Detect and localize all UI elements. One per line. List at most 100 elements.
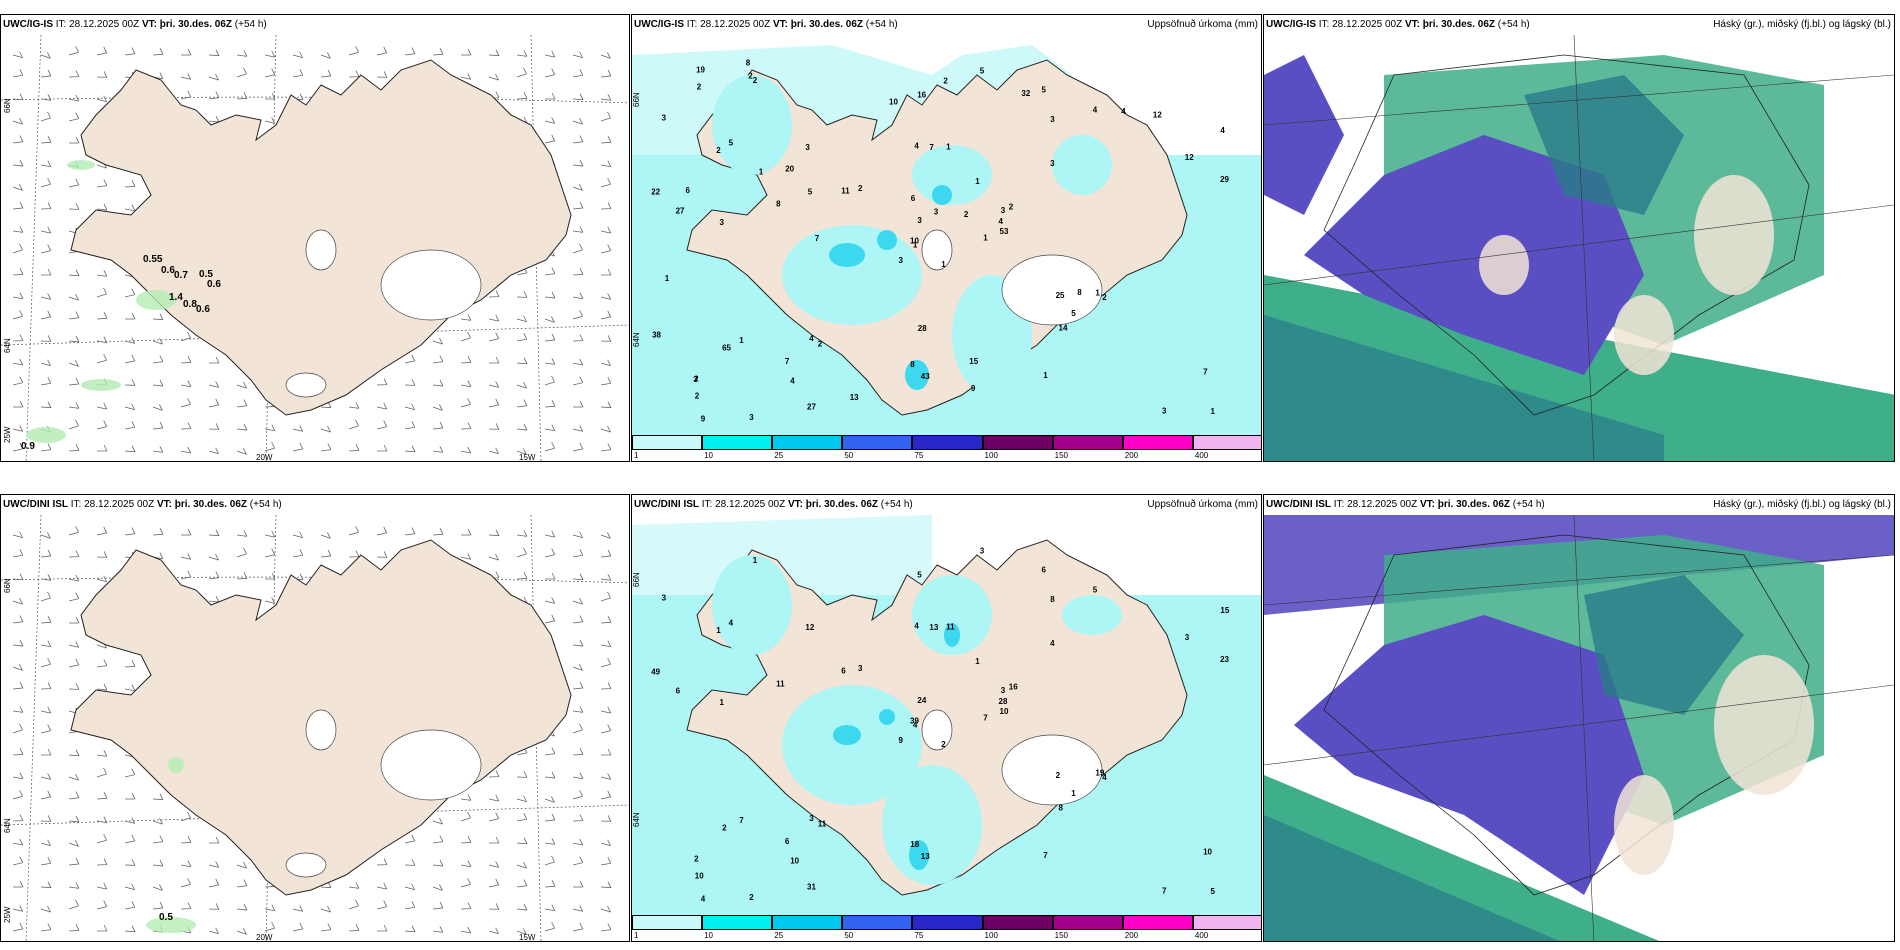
wind-barb <box>460 836 472 844</box>
precip-value: 15 <box>1220 606 1229 615</box>
precip-value: 23 <box>1220 655 1229 664</box>
wind-barb <box>544 358 556 365</box>
wind-barb <box>208 447 219 455</box>
wind-barb <box>124 901 136 910</box>
precip-patches <box>26 160 176 443</box>
wind-barb <box>40 857 52 866</box>
precip-value: 43 <box>921 372 930 381</box>
wind-barb <box>124 883 135 891</box>
wind-barb <box>208 878 220 888</box>
lat-label: 25W <box>3 426 12 443</box>
wind-barb <box>377 924 388 932</box>
colorbar-swatch <box>1192 915 1261 930</box>
panel-right-title: Háský (gr.), miðský (fj.bl.) og lágský (… <box>1713 19 1891 30</box>
wind-barb <box>572 334 584 342</box>
panel-title: UWC/IG-IS IT: 28.12.2025 00Z VT: þri. 30… <box>3 19 267 30</box>
wind-barb <box>69 136 80 144</box>
wind-barb <box>236 903 248 911</box>
wind-value: 0.6 <box>196 304 210 315</box>
wind-barb <box>516 448 527 455</box>
wind-barb <box>292 531 303 539</box>
wind-barb <box>600 69 612 78</box>
precip-value: 7 <box>739 816 744 825</box>
wind-barb <box>40 881 52 889</box>
wind-barb <box>348 402 360 409</box>
wind-barb <box>376 900 388 910</box>
lat-label: 64N <box>632 812 641 827</box>
wind-barb <box>236 928 247 935</box>
wind-barb <box>181 48 192 56</box>
wind-barb <box>516 861 527 869</box>
wind-barb <box>68 857 80 866</box>
wind-barb <box>152 793 164 801</box>
wind-barb <box>572 310 583 320</box>
colorbar-tick: 400 <box>1194 451 1209 460</box>
wind-barb <box>68 178 80 188</box>
precip-value: 1 <box>1071 789 1076 798</box>
precip-value: 5 <box>980 67 985 76</box>
wind-barb <box>124 337 136 344</box>
wind-barb <box>265 92 276 100</box>
precip-value: 7 <box>929 143 934 152</box>
wind-barb <box>96 270 108 277</box>
wind-barb <box>12 639 24 647</box>
colorbar-swatch <box>982 915 1053 930</box>
colorbar-swatch <box>1122 915 1193 930</box>
precip-value: 2 <box>964 210 969 219</box>
wind-barb <box>97 924 108 932</box>
wind-barb <box>432 884 443 891</box>
wind-barb <box>600 549 612 558</box>
precip-value: 11 <box>818 819 827 828</box>
wind-barb <box>68 94 80 102</box>
precip-map: 2142311611871511594241731010131644562233… <box>632 515 1261 925</box>
wind-barb <box>96 71 108 78</box>
colorbar-swatch <box>632 435 703 450</box>
precip-value: 4 <box>809 334 814 343</box>
wind-barb <box>68 203 80 210</box>
wind-value: 0.9 <box>21 441 35 452</box>
wind-barb <box>12 573 24 581</box>
wind-barb <box>68 419 79 430</box>
wind-barb <box>124 527 136 536</box>
wind-barb <box>208 115 220 123</box>
colorbar-swatch <box>1052 435 1123 450</box>
wind-barb <box>460 878 471 888</box>
wind-barb <box>488 794 500 802</box>
wind-barb <box>180 398 191 408</box>
precip-value: 10 <box>1000 707 1009 716</box>
panel-clouds-top: UWC/IG-IS IT: 28.12.2025 00Z VT: þri. 30… <box>1263 14 1895 462</box>
wind-barb <box>320 923 332 932</box>
wind-barb <box>40 52 51 59</box>
wind-barb <box>460 811 471 822</box>
panel-title: UWC/IG-IS IT: 28.12.2025 00Z VT: þri. 30… <box>1266 19 1530 30</box>
wind-barb <box>68 293 79 301</box>
wind-barb <box>96 287 107 298</box>
wind-barb <box>208 529 220 537</box>
wind-barb <box>516 879 528 888</box>
precip-value: 13 <box>921 852 930 861</box>
precip-value: 3 <box>805 143 810 152</box>
precip-value: 6 <box>785 837 790 846</box>
wind-barb <box>544 400 556 408</box>
lon-label: 15W <box>519 933 536 942</box>
precip-value: 5 <box>808 187 813 196</box>
precip-value: 10 <box>695 871 704 880</box>
precip-value: 12 <box>805 623 814 632</box>
precip-value: 3 <box>1050 115 1055 124</box>
wind-barb <box>152 817 163 825</box>
precip-value: 3 <box>934 207 939 216</box>
wind-barb <box>488 878 500 888</box>
wind-barb <box>264 548 276 558</box>
wind-barb <box>12 376 24 386</box>
wind-barb <box>180 73 192 80</box>
wind-barb <box>545 92 556 100</box>
wind-barb <box>572 723 583 734</box>
wind-barb <box>40 202 52 210</box>
wind-barb <box>600 178 611 188</box>
wind-barb <box>460 860 472 868</box>
wind-barb <box>40 111 51 122</box>
wind-barb <box>40 310 52 320</box>
wind-barb <box>600 52 611 59</box>
wind-barb <box>572 243 583 254</box>
precip-value: 11 <box>776 680 785 689</box>
